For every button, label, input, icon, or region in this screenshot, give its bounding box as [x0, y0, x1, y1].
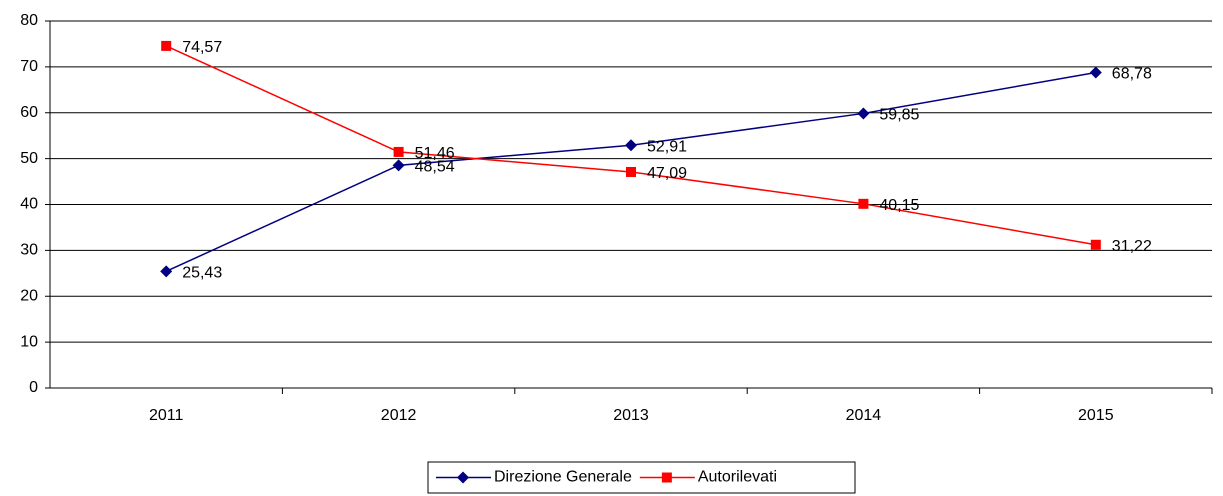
point [1089, 66, 1102, 79]
point [160, 265, 173, 278]
data-label: 47,09 [647, 165, 687, 182]
point [857, 107, 870, 120]
data-label: 25,43 [182, 265, 222, 282]
point [161, 40, 172, 51]
x-tick-label: 2014 [846, 407, 882, 424]
data-label: 31,22 [1112, 238, 1152, 255]
legend-marker [661, 472, 672, 483]
data-label: 48,54 [415, 159, 455, 176]
legend-marker [457, 471, 469, 484]
y-tick-label: 20 [20, 287, 38, 304]
y-tick-label: 50 [20, 150, 38, 167]
data-label: 68,78 [1112, 66, 1152, 83]
y-tick-label: 0 [29, 379, 38, 396]
data-label: 74,57 [182, 39, 222, 56]
x-tick-label: 2015 [1078, 407, 1114, 424]
legend-label: Autorilevati [698, 469, 777, 486]
x-tick-label: 2012 [381, 407, 417, 424]
y-tick-label: 70 [20, 58, 38, 75]
point [625, 139, 637, 152]
point [626, 166, 636, 177]
legend-label: Direzione Generale [494, 469, 632, 486]
data-label: 59,85 [879, 107, 919, 124]
y-tick-label: 10 [20, 333, 38, 350]
data-label: 51,46 [415, 145, 455, 162]
point [393, 146, 404, 157]
y-tick-label: 30 [20, 242, 38, 259]
data-label: 40,15 [879, 197, 919, 214]
x-tick-label: 2013 [613, 407, 649, 424]
point [858, 198, 869, 209]
point [1090, 239, 1101, 250]
y-tick-label: 60 [20, 104, 38, 121]
y-tick-label: 40 [20, 196, 38, 213]
y-tick-label: 80 [20, 12, 38, 29]
x-tick-label: 2011 [149, 407, 184, 424]
data-label: 52,91 [647, 138, 687, 155]
point [392, 159, 405, 172]
